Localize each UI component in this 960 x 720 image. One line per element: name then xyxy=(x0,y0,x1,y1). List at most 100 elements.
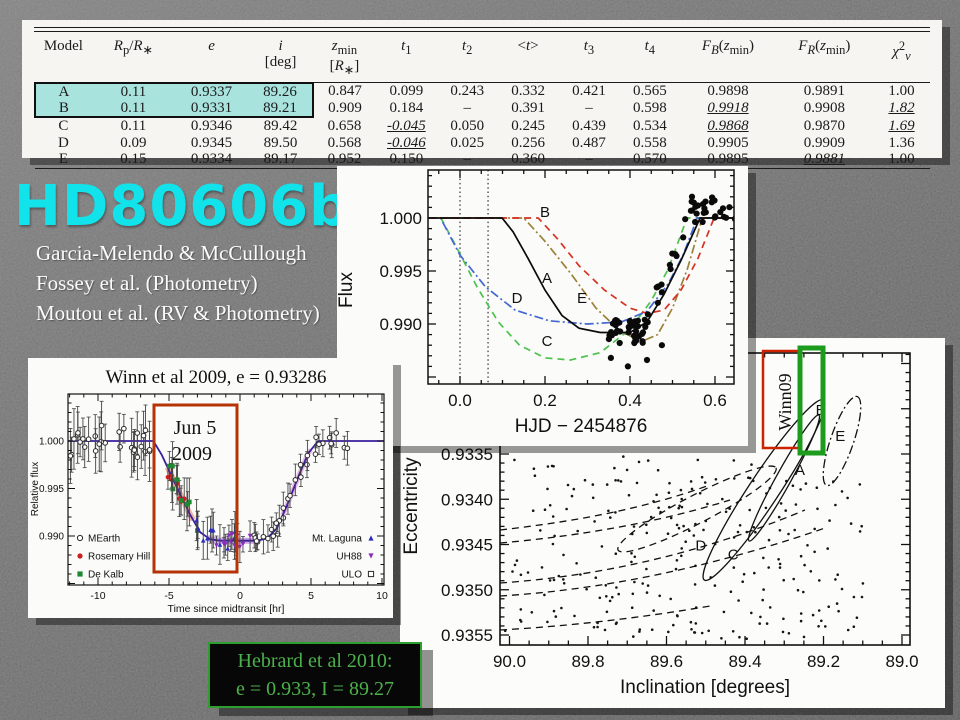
table-cell: – xyxy=(463,100,471,117)
table-cell: A xyxy=(34,81,92,100)
contour-model-label-D: D xyxy=(695,538,706,555)
winn-ytick-label: 0.995 xyxy=(39,484,64,495)
winn-title: Winn et al 2009, e = 0.93286 xyxy=(105,367,326,388)
table-cell: 0.256 xyxy=(511,134,545,151)
table-header: e xyxy=(175,37,249,83)
table-cell: 0.15 xyxy=(120,151,147,168)
winn-xtick-label: 0 xyxy=(237,590,243,602)
table-header: <t> xyxy=(497,37,559,83)
table-header: Model xyxy=(35,37,92,83)
winn-ytick-label: 1.000 xyxy=(39,437,64,448)
table-header: t2 xyxy=(436,37,498,83)
flux-ytick-label: 0.995 xyxy=(379,262,422,281)
contour-xtick-label: 89.8 xyxy=(571,652,604,671)
table-cell: 0.184 xyxy=(389,100,424,117)
table-cell: 0.658 xyxy=(327,117,362,134)
table-cell: 0.909 xyxy=(328,100,362,117)
table-cell: 0.565 xyxy=(632,83,667,100)
flux-curves xyxy=(428,217,734,361)
winn-legend-label: Rosemary Hill xyxy=(88,552,150,563)
table-cell: 0.534 xyxy=(632,117,667,134)
table-cell: 1.00 xyxy=(888,83,915,100)
flux-xaxis-label: HJD − 2454876 xyxy=(515,416,648,437)
contour-model-label-E: E xyxy=(835,428,845,445)
table-cell: 0.487 xyxy=(572,134,606,151)
contour-ytick-label: 0.9345 xyxy=(441,536,493,555)
table-cell: 0.9898 xyxy=(707,83,749,100)
table-cell: 0.9909 xyxy=(803,134,845,151)
table-row: C 0.11 0.9346 89.42 0.658 -0.045 0.050 0.245 0.4… xyxy=(35,117,930,135)
table-header: χ2ν xyxy=(873,37,930,83)
flux-curve-label-D: D xyxy=(512,290,523,307)
title-block: HD80606b Garcia-Melendo & McCullough Fos… xyxy=(14,176,350,328)
winn-xtick-label: -10 xyxy=(90,590,105,602)
table-cell: 0.9331 xyxy=(175,99,249,119)
table-cell: 89.21 xyxy=(248,99,314,119)
flux-curve-label-C: C xyxy=(542,333,553,350)
contour-ytick-label: 0.9335 xyxy=(441,445,493,464)
winn-legend-label: De Kalb xyxy=(88,570,124,581)
table-cell: 0.11 xyxy=(91,99,176,119)
table-cell: 0.9870 xyxy=(803,117,845,134)
winn09-label: Winn09 xyxy=(775,373,795,430)
flux-curve-label-A: A xyxy=(542,270,552,287)
slide-title: HD80606b xyxy=(14,174,351,239)
table-cell: 0.9334 xyxy=(190,151,233,168)
table-cell: -0.045 xyxy=(386,117,426,134)
table-cell: 0.9891 xyxy=(803,83,845,100)
table-cell: 0.598 xyxy=(632,100,667,117)
jun5-annotation: 2009 xyxy=(172,443,212,465)
table-cell: 0.558 xyxy=(632,134,667,151)
credit-line: Moutou et al. (RV & Photometry) xyxy=(36,301,320,325)
table-cell: 0.9337 xyxy=(175,81,249,100)
table-row: A 0.11 0.9337 89.26 0.847 0.099 0.243 0.332 0.42… xyxy=(34,81,930,100)
models-table: Model Rp/R∗ e i [deg] zmin [R∗] t1 t2 <t> t3 t4 FB(z… xyxy=(34,37,930,169)
table-cell: 0.9908 xyxy=(803,100,845,117)
table-header: t3 xyxy=(558,37,620,83)
contour-yaxis-label: Eccentricity xyxy=(401,457,422,555)
table-header: FB(zmin) xyxy=(680,37,776,83)
winn-legend-label: Mt. Laguna xyxy=(312,534,362,545)
contour-scatter-dots xyxy=(503,455,865,640)
table-header: FR(zmin) xyxy=(775,37,874,83)
table-cell: 0.332 xyxy=(511,83,545,100)
table-cell: 1.69 xyxy=(888,117,915,134)
winn-model-curve xyxy=(68,440,384,542)
table-cell: 0.391 xyxy=(511,100,545,117)
table-cell: 0.099 xyxy=(389,83,424,100)
table-header: t4 xyxy=(619,37,681,83)
flux-curve-label-E: E xyxy=(577,290,587,307)
flux-curve-D xyxy=(428,217,734,325)
table-cell: 0.050 xyxy=(450,117,485,134)
winn-legend-label: ULO xyxy=(341,570,362,581)
table-top-double-rule xyxy=(34,27,930,32)
table-cell: D xyxy=(57,134,69,151)
hebrard-line1: Hebrard et al 2010: xyxy=(237,650,393,672)
table-cell: B xyxy=(34,99,92,119)
credit-line: Fossey et al. (Photometry) xyxy=(36,271,258,295)
table-cell: 0.9345 xyxy=(190,134,233,151)
table-cell: E xyxy=(58,151,68,168)
winn-legend-label: UH88 xyxy=(336,552,362,563)
table-cell: 0.11 xyxy=(120,118,147,135)
table-cell: 1.00 xyxy=(888,151,915,168)
flux-yaxis-label: Flux xyxy=(337,272,357,308)
flux-ytick-label: 0.990 xyxy=(379,315,422,334)
table-cell: 89.42 xyxy=(263,118,298,135)
hebrard-line2: e = 0.933, I = 89.27 xyxy=(235,678,395,700)
table-row: D 0.09 0.9345 89.50 0.568 -0.046 0.025 0.256 0.4… xyxy=(35,135,930,151)
table-cell: 89.17 xyxy=(263,151,298,168)
flux-xtick-label: 0.0 xyxy=(448,391,472,410)
table-cell: 0.11 xyxy=(91,81,176,100)
flux-curve-label-B: B xyxy=(540,204,550,221)
table-cell: 0.243 xyxy=(450,83,485,100)
contour-model-label-A: A xyxy=(795,462,805,479)
contour-ytick-label: 0.9340 xyxy=(441,490,493,509)
table-cell: 0.421 xyxy=(572,83,606,100)
table-cell: 1.36 xyxy=(888,134,915,151)
flux-scatter-dots xyxy=(605,193,734,370)
table-cell: 0.9905 xyxy=(707,134,749,151)
table-header: i [deg] xyxy=(248,37,313,83)
contour-xtick-label: 89.2 xyxy=(807,652,840,671)
